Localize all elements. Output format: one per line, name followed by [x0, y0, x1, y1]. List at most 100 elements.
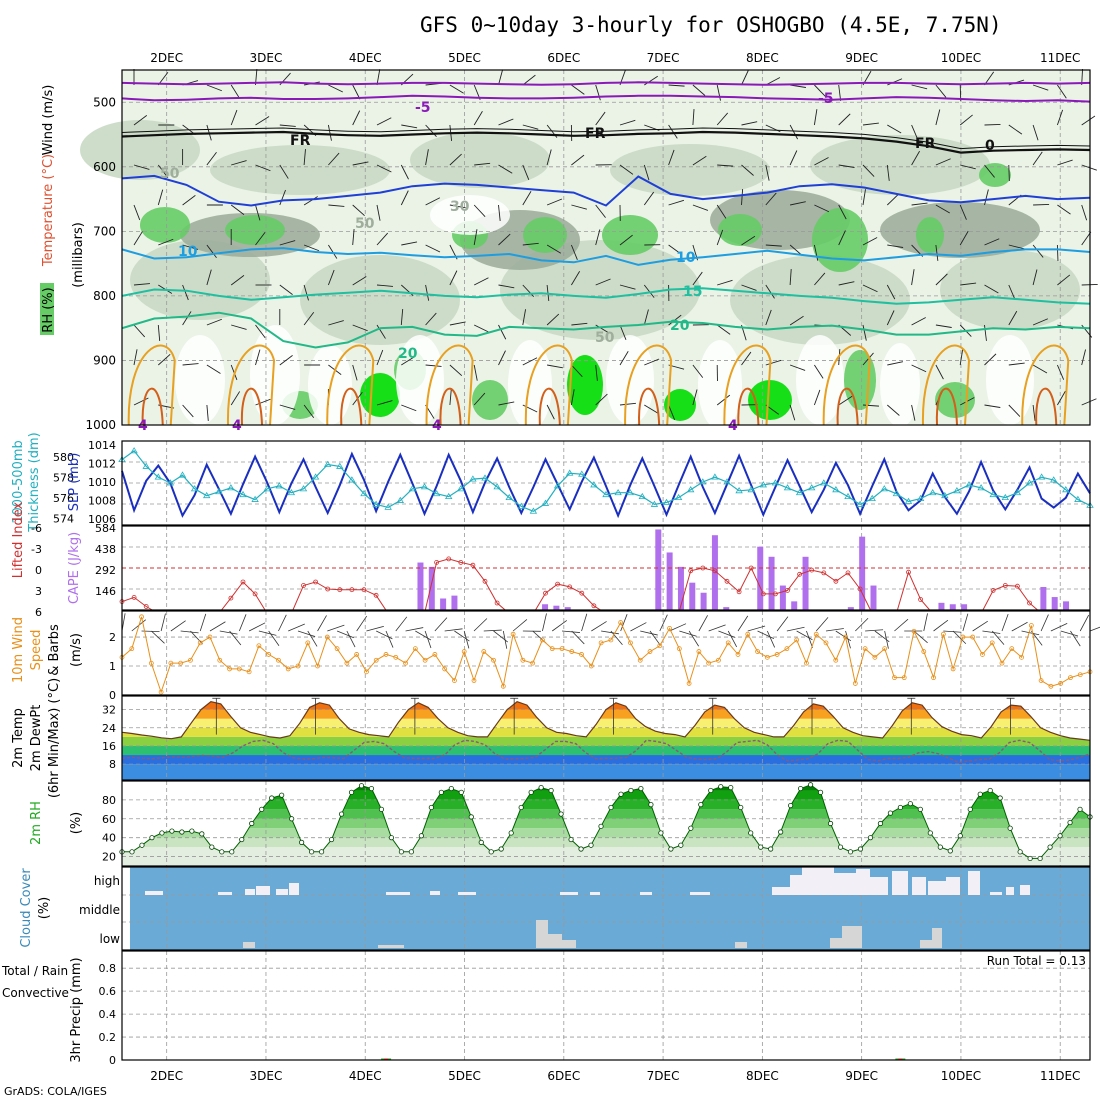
wind-barb	[255, 164, 271, 172]
wind-barb	[570, 244, 578, 261]
rh-marker	[728, 785, 734, 791]
axis-label-temperature: Temperature (°C)	[41, 154, 56, 267]
wind-barb	[838, 113, 851, 126]
wind10-barb	[483, 629, 502, 632]
wind10-tick-label: 0	[109, 689, 116, 702]
cape-bar	[1051, 597, 1058, 610]
thickness-marker	[384, 503, 392, 510]
wind-barb	[935, 158, 951, 166]
wind10-marker	[823, 640, 829, 646]
wind10-marker	[315, 663, 320, 669]
cloud-high-block	[802, 867, 834, 895]
wind10-marker	[129, 646, 135, 652]
lifted-index-marker	[252, 591, 258, 597]
temperature-contour-30	[1035, 387, 1058, 426]
wind-barb	[765, 192, 777, 206]
wind-barb	[327, 269, 335, 286]
axis-label-barbs: & Barbs	[47, 624, 62, 676]
wind10-marker	[970, 634, 976, 640]
wind10-marker	[491, 657, 496, 663]
wind-barb	[352, 364, 358, 381]
wind-barb	[1081, 115, 1096, 126]
wind10-barb	[581, 613, 588, 632]
rh-marker	[438, 789, 444, 795]
cloud-low-block	[735, 942, 747, 948]
temperature-contour-30	[340, 387, 363, 426]
cloud-high-block	[946, 877, 960, 895]
temperature-contour-25	[425, 344, 474, 426]
rh-marker	[378, 806, 385, 812]
cloud-high-block	[430, 891, 440, 895]
wind10-marker	[931, 675, 936, 681]
thickness-marker	[505, 493, 513, 501]
lifted-index-marker	[349, 587, 355, 593]
rh-contour-blob	[410, 132, 550, 188]
wind10-marker	[706, 660, 712, 666]
rh-contour-blob	[210, 145, 390, 195]
wind10-barb	[258, 630, 277, 636]
lifted-index-marker	[325, 586, 331, 592]
wind-barb	[473, 111, 483, 126]
wind-barb	[498, 401, 515, 406]
wind10-barb	[1060, 630, 1079, 637]
lifted-index-marker	[773, 591, 778, 597]
precip-tick-label: 0.2	[99, 1031, 117, 1044]
rh-dry-patch	[698, 340, 742, 430]
wind-barb	[522, 309, 527, 326]
slp-tick-label: 1010	[88, 476, 116, 489]
rh-marker	[348, 789, 355, 795]
wind10-marker	[520, 657, 526, 663]
wind-barb	[692, 389, 698, 406]
temperature-contour--7	[121, 81, 1091, 86]
wind-barb	[182, 195, 196, 206]
wind10-barb	[278, 614, 287, 632]
wind-barb	[182, 284, 189, 301]
wind10-barb	[991, 630, 1005, 645]
wind10-barb	[962, 613, 969, 632]
contour-label: 0	[985, 138, 995, 154]
rh-marker	[768, 846, 774, 852]
wind10-barb	[317, 615, 327, 632]
lifted-index-marker	[482, 578, 488, 584]
thickness-marker	[735, 487, 743, 494]
precip-tick-label: 0.6	[99, 985, 117, 998]
wind10-marker	[227, 666, 232, 672]
wind-barb	[1033, 203, 1050, 206]
wind-barb	[255, 398, 271, 406]
wind-barb	[279, 164, 289, 179]
wind-barb	[498, 69, 504, 86]
wind10-marker	[794, 637, 800, 643]
date-label-top: 10DEC	[941, 51, 981, 65]
wind10-marker	[764, 654, 770, 660]
cape-tick-label: 584	[95, 522, 116, 535]
wind10-barb	[649, 630, 661, 646]
wind10-marker	[461, 649, 467, 654]
wind-barb	[1057, 84, 1067, 99]
rh-tick-label: 40	[102, 832, 116, 845]
rh-marker	[468, 814, 474, 820]
wind-barb	[570, 389, 575, 406]
wind-barb	[401, 404, 417, 412]
thickness-marker	[759, 481, 768, 488]
thickness-marker	[989, 490, 997, 498]
rh-contour-blob	[130, 240, 270, 320]
wind-barb	[862, 189, 866, 206]
rh-marker	[598, 823, 604, 829]
wind10-marker	[755, 649, 760, 654]
contour-label: 10	[178, 244, 198, 260]
rh-contour-blob	[140, 207, 190, 243]
wind10-tick-label: 2	[109, 631, 116, 644]
wind-barb	[959, 230, 969, 246]
thickness-marker	[444, 492, 453, 500]
temp-tick-label: 16	[102, 740, 116, 753]
rh-marker	[718, 784, 724, 790]
wind10-marker	[774, 652, 780, 657]
wind-barb	[984, 324, 987, 341]
date-label-top: 9DEC	[845, 51, 878, 65]
wind10-barb	[698, 615, 708, 632]
rh-marker	[488, 849, 494, 855]
wind-barb	[498, 204, 501, 221]
wind-barb	[255, 204, 261, 221]
wind-barb	[352, 84, 361, 100]
